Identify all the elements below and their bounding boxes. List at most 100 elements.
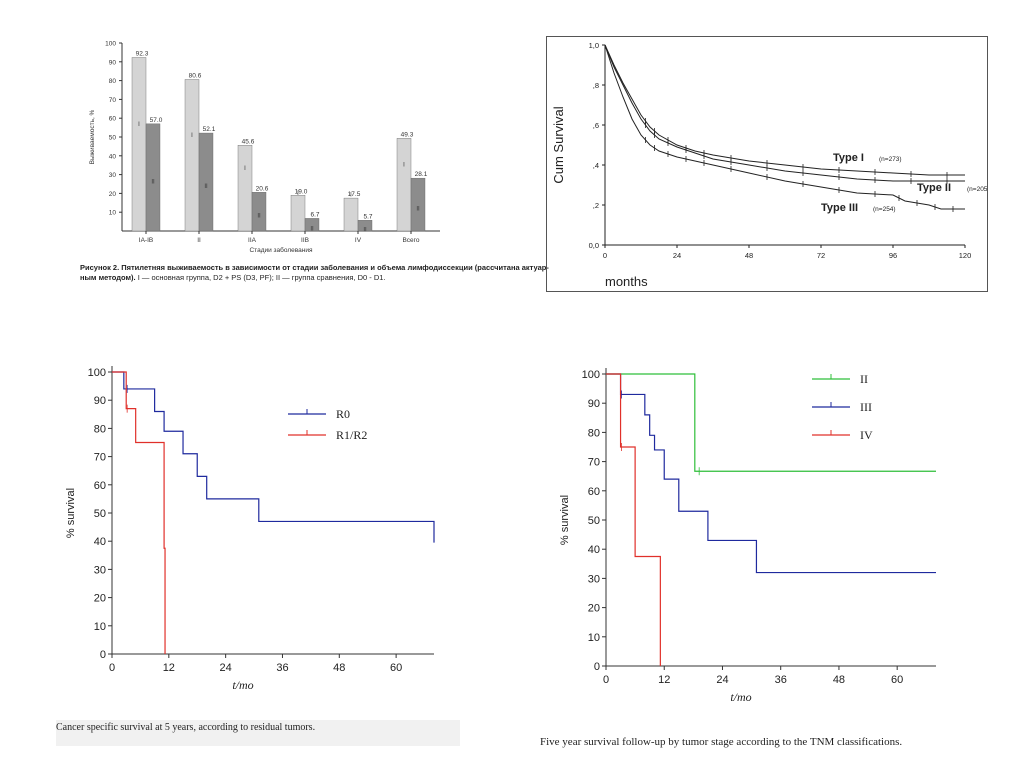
bar-series-marker: I bbox=[297, 191, 299, 197]
km1-series-line bbox=[604, 44, 965, 176]
km2-y-tick-label: 90 bbox=[94, 395, 106, 407]
km2-x-axis-label: t/mo bbox=[232, 678, 253, 692]
km3-x-tick-label: 60 bbox=[891, 674, 903, 686]
km2-y-tick-label: 80 bbox=[94, 423, 106, 435]
km2-legend-label: R1/R2 bbox=[336, 428, 367, 442]
km3-y-tick-label: 0 bbox=[594, 661, 600, 673]
bar-series-marker: I bbox=[191, 133, 193, 139]
bar-category-label: IA-IB bbox=[139, 237, 153, 244]
bar-y-tick-label: 60 bbox=[109, 116, 117, 123]
km2-y-tick-label: 30 bbox=[94, 564, 106, 576]
bar-group-i bbox=[184, 79, 200, 232]
km1-legend-n: (n=254) bbox=[873, 206, 896, 213]
bar-series-marker: I bbox=[138, 122, 140, 128]
bar-value-label: 5.7 bbox=[363, 213, 372, 220]
bar-y-tick-label: 100 bbox=[105, 41, 116, 48]
cum-survival-panel: 0,0 ,2 ,4 ,6 ,8 1,0 0 24 48 72 96 120 Cum Survival mo… bbox=[546, 36, 988, 292]
bar-caption-line2-rest: I — основная группа, D2 + PS (D3, PF); I… bbox=[135, 273, 386, 282]
bar-y-tick-label: 70 bbox=[109, 97, 117, 104]
bar-series-marker: II bbox=[416, 207, 420, 213]
km1-x-tick-label: 120 bbox=[959, 251, 972, 260]
km2-series-line bbox=[112, 371, 435, 543]
bar-caption-line2-bold: ным методом). bbox=[80, 273, 136, 282]
bar-caption-bold: Рисунок 2. Пятилетняя выживаемость в зав… bbox=[80, 263, 549, 272]
km1-x-tick-label: 24 bbox=[673, 251, 681, 260]
bar-category-label: IIA bbox=[248, 237, 257, 244]
bar-value-label: 20.6 bbox=[256, 185, 269, 192]
km3-y-tick-label: 80 bbox=[588, 427, 600, 439]
bar-group-ii bbox=[198, 132, 214, 232]
km2-y-tick-label: 0 bbox=[100, 649, 106, 661]
bar-group-i bbox=[343, 197, 359, 232]
bar-value-label: 6.7 bbox=[310, 211, 319, 218]
km1-y-tick-label: ,6 bbox=[593, 121, 599, 130]
km3-y-tick-label: 70 bbox=[588, 457, 600, 469]
bar-value-label: 45.6 bbox=[242, 138, 255, 145]
km2-legend-label: R0 bbox=[336, 407, 350, 421]
km3-y-tick-label: 20 bbox=[588, 603, 600, 615]
km2-x-tick-label: 12 bbox=[163, 662, 175, 674]
km3-y-tick-label: 100 bbox=[582, 369, 600, 381]
km1-legend-label: Type III bbox=[821, 202, 858, 214]
km2-y-tick-label: 60 bbox=[94, 480, 106, 492]
bar-group-ii bbox=[410, 177, 426, 232]
bar-group-ii bbox=[304, 218, 320, 232]
bar-series-marker: II bbox=[363, 228, 367, 234]
residual-tumor-chart: 0 10 20 30 40 50 60 70 80 90 100 0 12 24 36 48 60 % survi… bbox=[65, 366, 435, 692]
bar-value-label: 19.0 bbox=[295, 188, 308, 195]
bar-group-ii bbox=[357, 220, 373, 232]
km1-series-line bbox=[604, 44, 965, 210]
km2-x-tick-label: 24 bbox=[220, 662, 232, 674]
bar-y-tick-label: 10 bbox=[109, 210, 117, 217]
km1-x-axis-label: months bbox=[605, 274, 648, 289]
bar-value-label: 28.1 bbox=[415, 171, 428, 178]
bar-chart-caption: Рисунок 2. Пятилетняя выживаемость в зав… bbox=[80, 263, 549, 283]
bar-series-marker: I bbox=[403, 163, 405, 169]
km1-y-axis-label: Cum Survival bbox=[551, 106, 566, 183]
tnm-caption: Five year survival follow-up by tumor st… bbox=[540, 736, 903, 748]
bar-category-label: IIB bbox=[301, 237, 309, 244]
km3-series-line bbox=[606, 373, 936, 472]
km1-x-tick-label: 96 bbox=[889, 251, 897, 260]
bar-y-tick-label: 50 bbox=[109, 135, 117, 142]
km1-legend-label: Type II bbox=[917, 182, 951, 194]
km1-legend-label: Type I bbox=[833, 152, 864, 164]
km3-legend-label: IV bbox=[860, 428, 873, 442]
km3-x-tick-label: 0 bbox=[603, 674, 609, 686]
km1-x-tick-label: 0 bbox=[603, 251, 607, 260]
bar-series-marker: II bbox=[151, 179, 155, 185]
km2-y-tick-label: 70 bbox=[94, 452, 106, 464]
cum-survival-chart: 0,0 ,2 ,4 ,6 ,8 1,0 0 24 48 72 96 120 Cum Survival mo… bbox=[551, 41, 987, 289]
km3-y-tick-label: 90 bbox=[588, 398, 600, 410]
bar-x-axis-label: Стадии заболевания bbox=[249, 246, 312, 254]
km3-y-tick-label: 10 bbox=[588, 632, 600, 644]
km1-legend-n: (n=273) bbox=[879, 156, 902, 163]
bar-y-tick-label: 30 bbox=[109, 172, 117, 179]
km3-y-tick-label: 60 bbox=[588, 486, 600, 498]
bar-value-label: 52.1 bbox=[203, 126, 216, 133]
km2-y-tick-label: 10 bbox=[94, 621, 106, 633]
bar-y-tick-label: 40 bbox=[109, 153, 117, 160]
bar-series-marker: II bbox=[204, 184, 208, 190]
bar-category-label: Всего bbox=[402, 237, 419, 244]
bar-group-i bbox=[396, 138, 412, 232]
km3-legend-label: II bbox=[860, 372, 868, 386]
km2-x-tick-label: 36 bbox=[276, 662, 288, 674]
km1-y-tick-label: ,8 bbox=[593, 81, 599, 90]
bar-y-tick-label: 80 bbox=[109, 78, 117, 85]
bar-y-axis-label: Выживаемость, % bbox=[89, 109, 96, 164]
bar-category-label: II bbox=[197, 237, 201, 244]
km3-y-tick-label: 40 bbox=[588, 544, 600, 556]
bar-value-label: 80.6 bbox=[189, 72, 202, 79]
bar-value-label: 49.3 bbox=[401, 131, 414, 138]
km2-series-line bbox=[112, 371, 166, 654]
bar-chart-panel: 10 20 30 40 50 60 70 80 90 100 Выживаемость, % 92.3… bbox=[80, 35, 550, 295]
km3-y-tick-label: 30 bbox=[588, 573, 600, 585]
km3-x-tick-label: 24 bbox=[716, 674, 728, 686]
tnm-stage-chart: 0 10 20 30 40 50 60 70 80 90 100 0 12 24 36 48 60 % survi… bbox=[559, 368, 936, 704]
bar-series-marker: II bbox=[310, 227, 314, 233]
km1-x-tick-label: 48 bbox=[745, 251, 753, 260]
bar-category-label: IV bbox=[355, 237, 362, 244]
km2-y-tick-label: 100 bbox=[88, 367, 106, 379]
km3-x-tick-label: 12 bbox=[658, 674, 670, 686]
